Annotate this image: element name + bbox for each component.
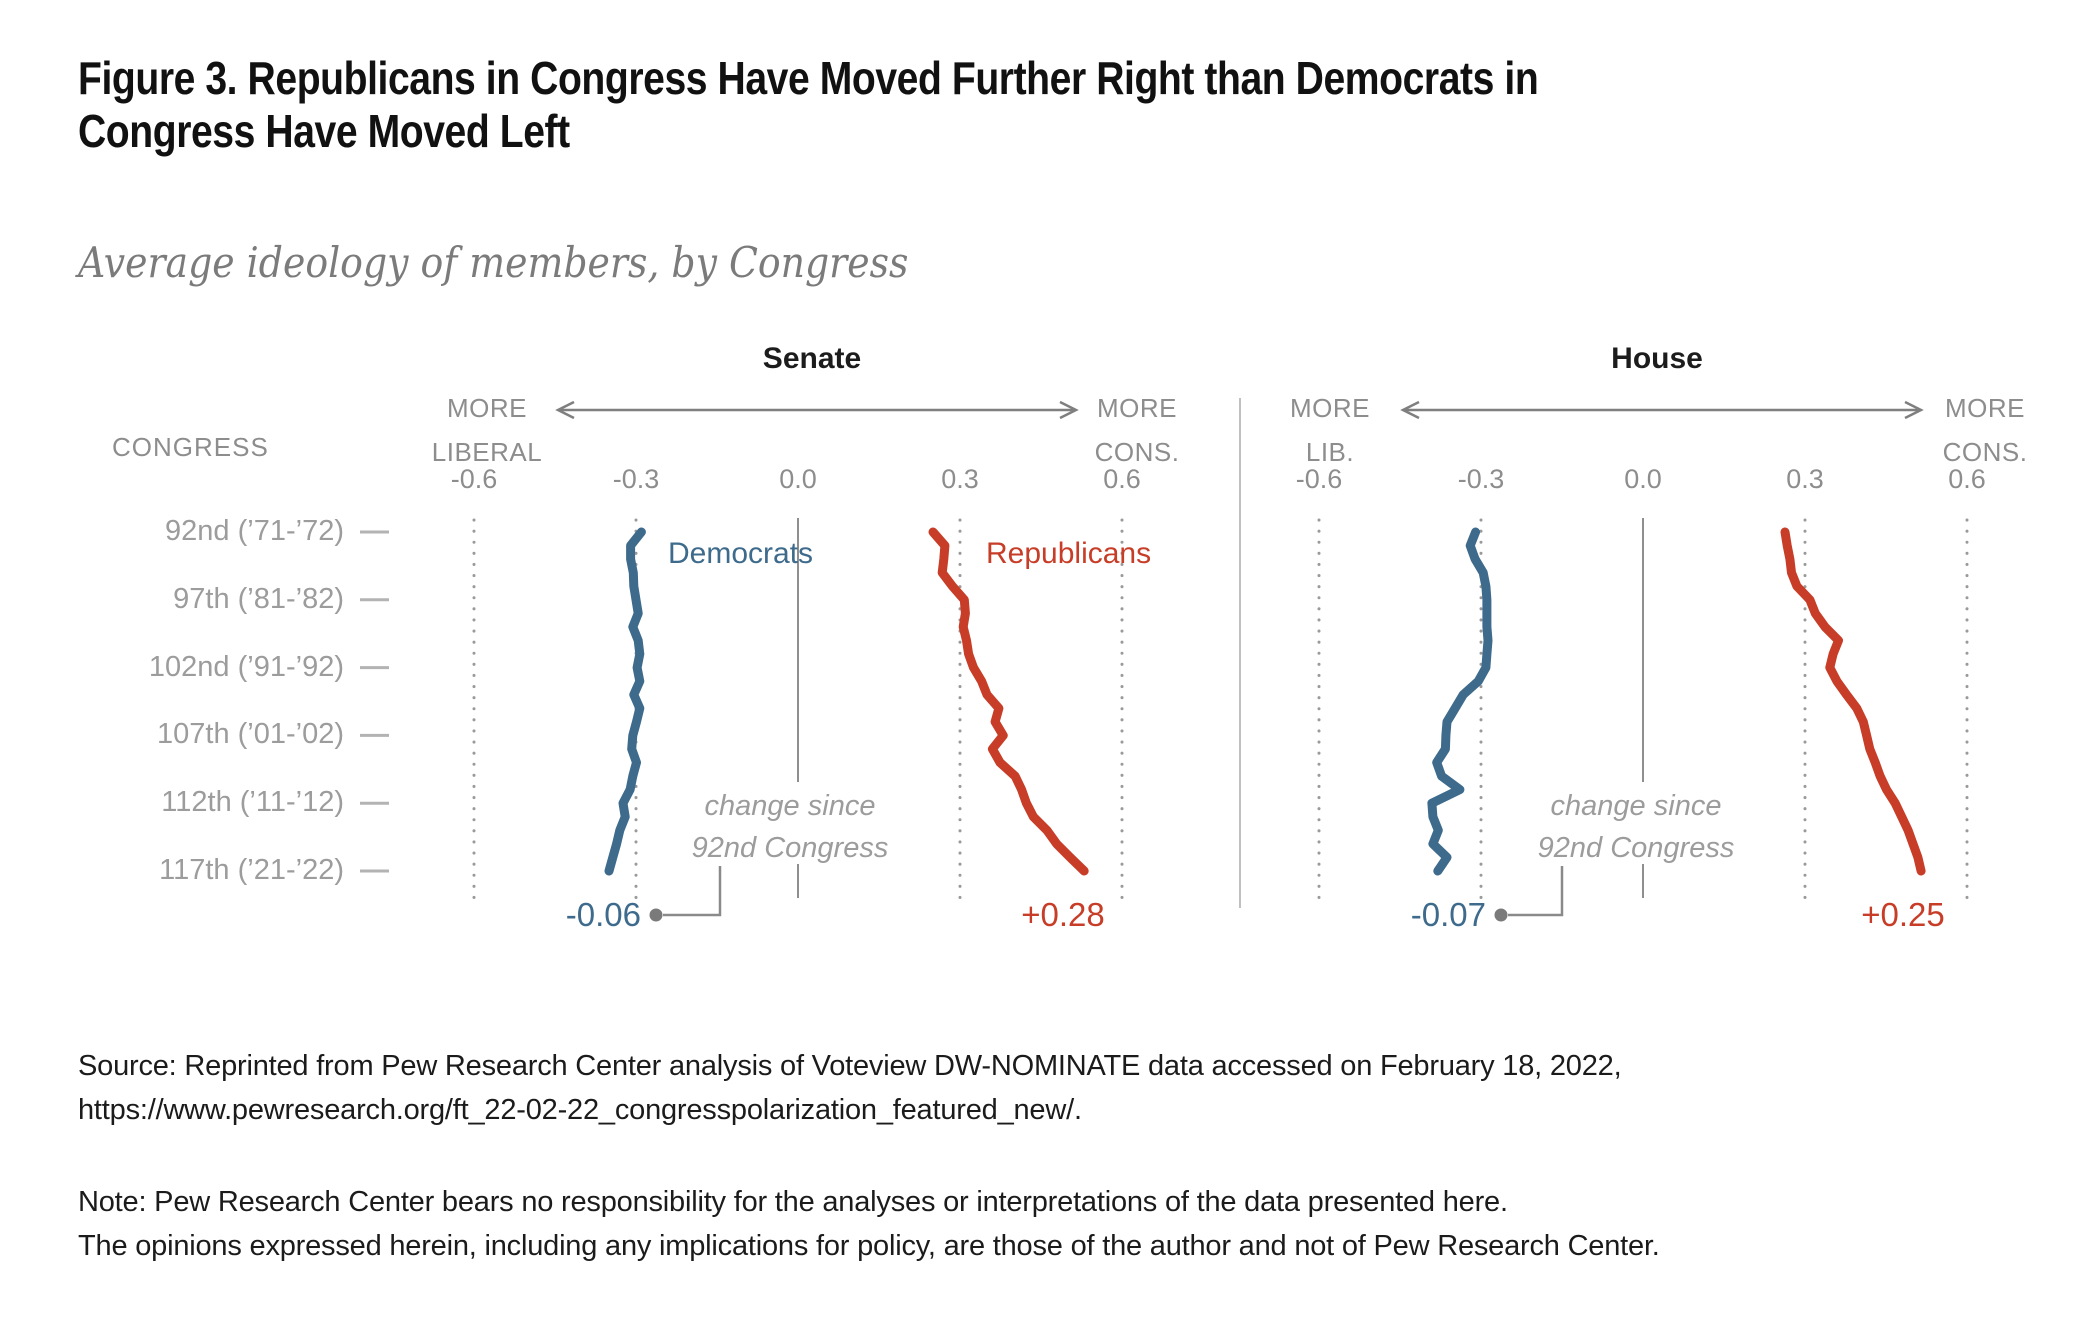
tick-label: 0.3 [1786,464,1824,494]
congress-axis-label: CONGRESS [112,432,269,462]
source-text: Source: Reprinted from Pew Research Cent… [78,1044,1622,1132]
congress-row-label: 107th (’01-’02) [157,718,344,751]
tick-label: -0.6 [1295,464,1343,494]
change-leader-dot [649,908,663,922]
arrowhead-right-icon [1059,400,1079,420]
senate-democrats-line [604,527,646,876]
house-dem-change-value: -0.07 [1410,896,1486,933]
change-leader-line [663,866,722,917]
congress-row-label: 117th (’21-’22) [159,854,344,886]
senate-more-cons-label: MORE CONS. [1094,393,1180,467]
arrowhead-right-icon [1904,400,1924,420]
note-line2: The opinions expressed herein, including… [78,1230,1660,1262]
figure-title-line2: Congress Have Moved Left [78,105,570,157]
change-leader-dot [1494,908,1508,922]
source-line1: Source: Reprinted from Pew Research Cent… [78,1050,1622,1082]
senate-dem-change-value: -0.06 [565,896,641,933]
note-text: Note: Pew Research Center bears no respo… [78,1180,1660,1268]
tick-label: -0.3 [1457,464,1505,494]
house-more-lib-label: MORE LIB. [1290,393,1370,467]
senate-rep-change-value: +0.28 [1021,896,1105,933]
source-line2: https://www.pewresearch.org/ft_22-02-22_… [78,1094,1082,1126]
house-change-note: change since 92nd Congress [1537,790,1735,864]
senate-republicans-line [928,527,1089,876]
congress-row-label: 112th (’11-’12) [161,786,344,819]
tick-label: 0.6 [1948,464,1986,494]
house-panel-title: House [1611,342,1703,375]
congress-row-label: 92nd (’71-’72) [165,515,344,547]
tick-label: 0.3 [941,464,979,494]
senate-panel-title: Senate [762,342,862,375]
figure-title: Figure 3. Republicans in Congress Have M… [78,52,1539,158]
tick-label: 0.0 [1624,464,1662,494]
tick-label: -0.6 [450,464,498,494]
legend-democrats: Democrats [668,537,814,570]
house-republicans-line [1780,527,1926,876]
tick-label: 0.0 [779,464,817,494]
house-rep-change-value: +0.25 [1861,896,1945,933]
figure-title-line1: Figure 3. Republicans in Congress Have M… [78,52,1539,104]
figure-subtitle: Average ideology of members, by Congress [78,238,909,287]
arrowhead-left-icon [1400,400,1420,420]
senate-change-note: change since 92nd Congress [691,790,889,864]
house-more-cons-label: MORE CONS. [1942,393,2028,467]
congress-row-label: 97th (’81-’82) [173,582,344,615]
note-line1: Note: Pew Research Center bears no respo… [78,1186,1508,1218]
tick-label: -0.3 [612,464,660,494]
arrowhead-left-icon [555,400,575,420]
senate-more-liberal-label: MORE LIBERAL [431,393,543,467]
change-leader-line [1508,866,1564,917]
congress-row-label: 102nd (’91-’92) [148,650,344,683]
legend-republicans: Republicans [986,537,1152,570]
tick-label: 0.6 [1103,464,1141,494]
house-democrats-line [1427,527,1493,876]
